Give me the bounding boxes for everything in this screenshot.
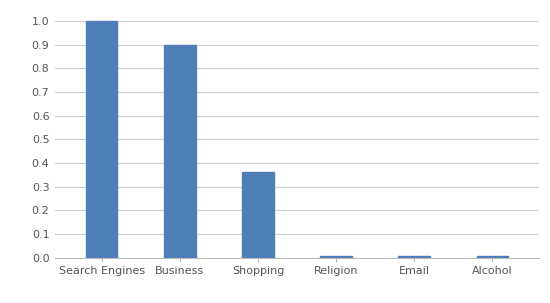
Bar — [399, 256, 430, 258]
Bar — [86, 21, 118, 258]
Bar — [321, 256, 351, 258]
Bar — [243, 172, 273, 258]
Bar — [164, 45, 195, 258]
Bar — [476, 256, 508, 258]
